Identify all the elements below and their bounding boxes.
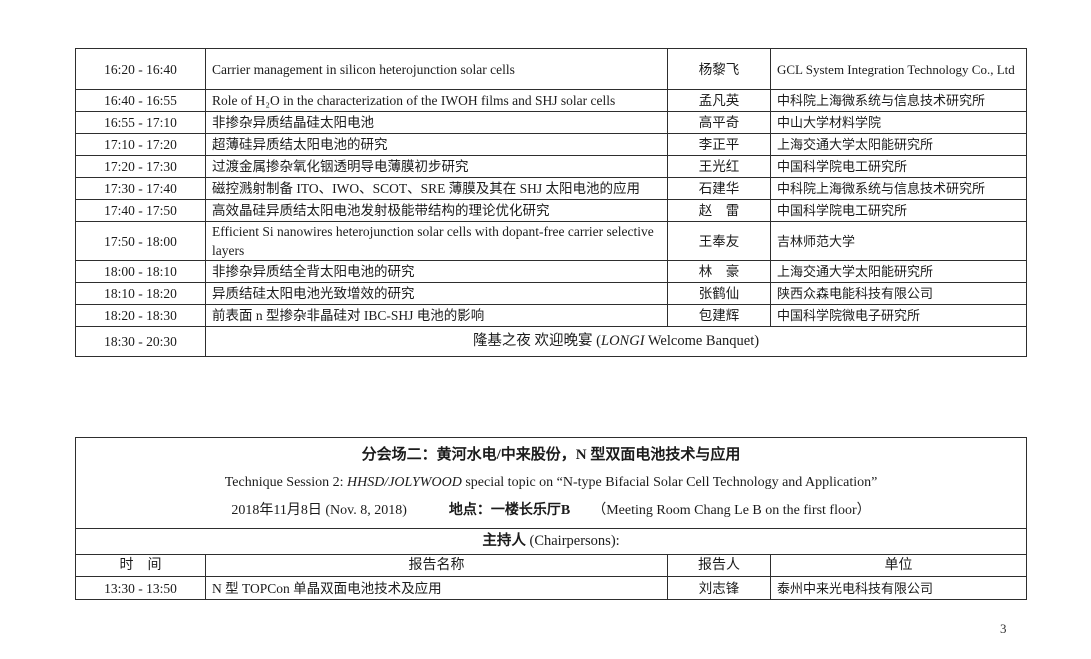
schedule-row: 17:50 - 18:00 Efficient Si nanowires het… (75, 221, 1027, 261)
schedule-row: 16:55 - 17:10 非掺杂异质结晶硅太阳电池 高平奇 中山大学材料学院 (75, 111, 1027, 134)
schedule-row: 17:20 - 17:30 过渡金属掺杂氧化铟透明导电薄膜初步研究 王光红 中国… (75, 155, 1027, 178)
time-cell: 18:00 - 18:10 (75, 260, 206, 283)
session2-date: 2018年11月8日 (Nov. 8, 2018) (231, 503, 407, 518)
session2-date-location: 2018年11月8日 (Nov. 8, 2018) 地点：一楼长乐厅B （Meeti… (77, 497, 1026, 525)
session2-title-en: Technique Session 2: HHSD/JOLYWOOD speci… (224, 475, 878, 490)
time-cell: 17:50 - 18:00 (75, 221, 206, 261)
banquet-text-italic: LONGI (601, 333, 645, 349)
presenter-cell: 刘志锋 (667, 576, 771, 600)
affiliation-cell: 中山大学材料学院 (770, 111, 1027, 134)
chairpersons-label-cn: 主持人 (482, 533, 526, 549)
schedule-row: 17:30 - 17:40 磁控溅射制备 ITO、IWO、SCOT、SRE 薄膜… (75, 177, 1027, 200)
time-cell: 18:10 - 18:20 (75, 282, 206, 305)
time-cell: 17:10 - 17:20 (75, 133, 206, 156)
time-cell: 17:20 - 17:30 (75, 155, 206, 178)
presenter-cell: 孟凡英 (667, 89, 771, 112)
chairpersons-row: 主持人 (Chairpersons): (74, 528, 1028, 555)
session2-location: 地点：一楼长乐厅B (448, 503, 571, 518)
schedule-row: 18:20 - 18:30 前表面 n 型掺杂非晶硅对 IBC-SHJ 电池的影… (75, 304, 1027, 327)
presenter-cell: 林 豪 (667, 260, 771, 283)
time-cell: 13:30 - 13:50 (75, 576, 206, 600)
schedule-row: 18:00 - 18:10 非掺杂异质结全背太阳电池的研究 林 豪 上海交通大学… (75, 260, 1027, 283)
session2-title-cn: 分会场二：黄河水电/中来股份，N 型双面电池技术与应用 (361, 447, 741, 463)
banquet-text: Welcome Banquet) (644, 333, 760, 349)
time-cell: 16:40 - 16:55 (75, 89, 206, 112)
presenter-cell: 李正平 (667, 133, 771, 156)
session2-table: 分会场二：黄河水电/中来股份，N 型双面电池技术与应用 Technique Se… (74, 437, 1028, 600)
schedule-row: 16:20 - 16:40 Carrier management in sili… (75, 48, 1027, 90)
presenter-cell: 王奉友 (667, 221, 771, 261)
presenter-cell: 石建华 (667, 177, 771, 200)
title-cell: Efficient Si nanowires heterojunction so… (205, 221, 668, 261)
affiliation-cell: GCL System Integration Technology Co., L… (770, 48, 1027, 90)
column-header-presenter: 报告人 (667, 554, 771, 577)
title-cell: 前表面 n 型掺杂非晶硅对 IBC-SHJ 电池的影响 (205, 304, 668, 327)
affiliation-cell: 中科院上海微系统与信息技术研究所 (770, 89, 1027, 112)
session2-header-cell: 分会场二：黄河水电/中来股份，N 型双面电池技术与应用 Technique Se… (74, 437, 1028, 529)
schedule-row: 13:30 - 13:50 N 型 TOPCon 单晶双面电池技术及应用 刘志锋… (75, 576, 1028, 600)
title-cell: 超薄硅异质结太阳电池的研究 (205, 133, 668, 156)
title-cell: Carrier management in silicon heterojunc… (205, 48, 668, 90)
banquet-text: 隆基之夜 欢迎晚宴 ( (472, 333, 602, 349)
presenter-cell: 杨黎飞 (667, 48, 771, 90)
presenter-cell: 高平奇 (667, 111, 771, 134)
title-cell: 过渡金属掺杂氧化铟透明导电薄膜初步研究 (205, 155, 668, 178)
column-header-time: 时 间 (75, 554, 206, 577)
title-cell: 非掺杂异质结全背太阳电池的研究 (205, 260, 668, 283)
affiliation-cell: 泰州中来光电科技有限公司 (769, 576, 1028, 600)
page-number: 3 (1000, 621, 1007, 636)
time-cell: 16:55 - 17:10 (75, 111, 206, 134)
time-cell: 17:30 - 17:40 (75, 177, 206, 200)
affiliation-cell: 上海交通大学太阳能研究所 (770, 133, 1027, 156)
time-cell: 16:20 - 16:40 (75, 48, 206, 90)
title-cell: N 型 TOPCon 单晶双面电池技术及应用 (205, 576, 668, 600)
schedule-row: 17:10 - 17:20 超薄硅异质结太阳电池的研究 李正平 上海交通大学太阳… (75, 133, 1027, 156)
session2-header-row: 分会场二：黄河水电/中来股份，N 型双面电池技术与应用 Technique Se… (74, 437, 1028, 529)
chairpersons-label-en: (Chairpersons): (525, 533, 620, 549)
column-header-row: 时 间 报告名称 报告人 单位 (75, 554, 1028, 577)
title-cell: 非掺杂异质结晶硅太阳电池 (205, 111, 668, 134)
title-cell: 异质结硅太阳电池光致增效的研究 (205, 282, 668, 305)
chairpersons-cell: 主持人 (Chairpersons): (74, 528, 1028, 555)
column-header-affiliation: 单位 (769, 554, 1028, 577)
affiliation-cell: 陕西众森电能科技有限公司 (770, 282, 1027, 305)
presenter-cell: 赵 雷 (667, 199, 771, 222)
affiliation-cell: 中国科学院微电子研究所 (770, 304, 1027, 327)
title-cell: 高效晶硅异质结太阳电池发射极能带结构的理论优化研究 (205, 199, 668, 222)
banquet-cell: 隆基之夜 欢迎晚宴 (LONGI Welcome Banquet) (205, 326, 1027, 357)
column-header-title: 报告名称 (205, 554, 668, 577)
presenter-cell: 包建辉 (667, 304, 771, 327)
affiliation-cell: 中国科学院电工研究所 (770, 155, 1027, 178)
schedule-row: 18:10 - 18:20 异质结硅太阳电池光致增效的研究 张鹤仙 陕西众森电能… (75, 282, 1027, 305)
session1-schedule-table: 16:20 - 16:40 Carrier management in sili… (75, 48, 1027, 357)
title-cell: 磁控溅射制备 ITO、IWO、SCOT、SRE 薄膜及其在 SHJ 太阳电池的应… (205, 177, 668, 200)
presenter-cell: 张鹤仙 (667, 282, 771, 305)
time-cell: 18:20 - 18:30 (75, 304, 206, 327)
schedule-row: 16:40 - 16:55 Role of H₂O in the charact… (75, 89, 1027, 112)
time-cell: 17:40 - 17:50 (75, 199, 206, 222)
affiliation-cell: 上海交通大学太阳能研究所 (770, 260, 1027, 283)
session2-location-en: （Meeting Room Chang Le B on the first fl… (592, 503, 871, 518)
affiliation-cell: 吉林师范大学 (770, 221, 1027, 261)
affiliation-cell: 中国科学院电工研究所 (770, 199, 1027, 222)
banquet-row: 18:30 - 20:30 隆基之夜 欢迎晚宴 (LONGI Welcome B… (75, 326, 1027, 357)
title-cell: Role of H₂O in the characterization of t… (205, 89, 668, 112)
time-cell: 18:30 - 20:30 (75, 326, 206, 357)
affiliation-cell: 中科院上海微系统与信息技术研究所 (770, 177, 1027, 200)
presenter-cell: 王光红 (667, 155, 771, 178)
schedule-row: 17:40 - 17:50 高效晶硅异质结太阳电池发射极能带结构的理论优化研究 … (75, 199, 1027, 222)
